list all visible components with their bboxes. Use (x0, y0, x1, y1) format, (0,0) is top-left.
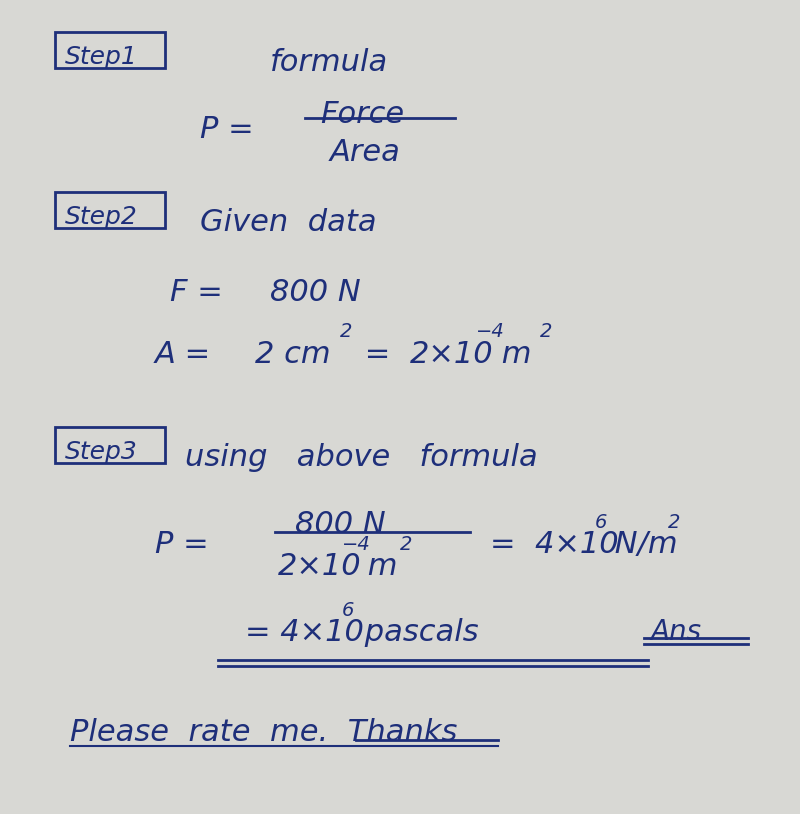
Text: 2: 2 (340, 322, 352, 341)
Text: F =: F = (170, 278, 222, 307)
Text: Area: Area (330, 138, 401, 167)
Text: Given  data: Given data (200, 208, 377, 237)
Text: N/m: N/m (605, 530, 678, 559)
Text: 2: 2 (400, 535, 412, 554)
Text: Step2: Step2 (65, 205, 138, 229)
Text: m: m (492, 340, 531, 369)
Text: 6: 6 (342, 601, 354, 620)
Text: Ans: Ans (650, 618, 701, 646)
Text: 2: 2 (668, 513, 680, 532)
Text: =  4×10: = 4×10 (490, 530, 618, 559)
Text: using   above   formula: using above formula (185, 443, 538, 472)
Text: A =: A = (155, 340, 211, 369)
Text: Step3: Step3 (65, 440, 138, 464)
Text: −4: −4 (476, 322, 505, 341)
Text: 2×10: 2×10 (278, 552, 362, 581)
Text: 800 N: 800 N (295, 510, 386, 539)
Text: P =: P = (200, 115, 254, 144)
Bar (55, 427, 165, 463)
Text: Please  rate  me.  Thanks: Please rate me. Thanks (70, 718, 458, 747)
Bar (55, 192, 165, 228)
Text: Step1: Step1 (65, 45, 138, 69)
Text: pascals: pascals (355, 618, 478, 647)
Text: =: = (355, 340, 390, 369)
Text: Force: Force (320, 100, 404, 129)
Text: 6: 6 (595, 513, 607, 532)
Text: formula: formula (270, 48, 388, 77)
Text: m: m (358, 552, 398, 581)
Text: −4: −4 (342, 535, 370, 554)
Text: = 4×10: = 4×10 (245, 618, 364, 647)
Text: P =: P = (155, 530, 209, 559)
Bar (55, 32, 165, 68)
Text: 2 cm: 2 cm (255, 340, 330, 369)
Text: 2×10: 2×10 (410, 340, 494, 369)
Text: 800 N: 800 N (270, 278, 361, 307)
Text: 2: 2 (540, 322, 552, 341)
